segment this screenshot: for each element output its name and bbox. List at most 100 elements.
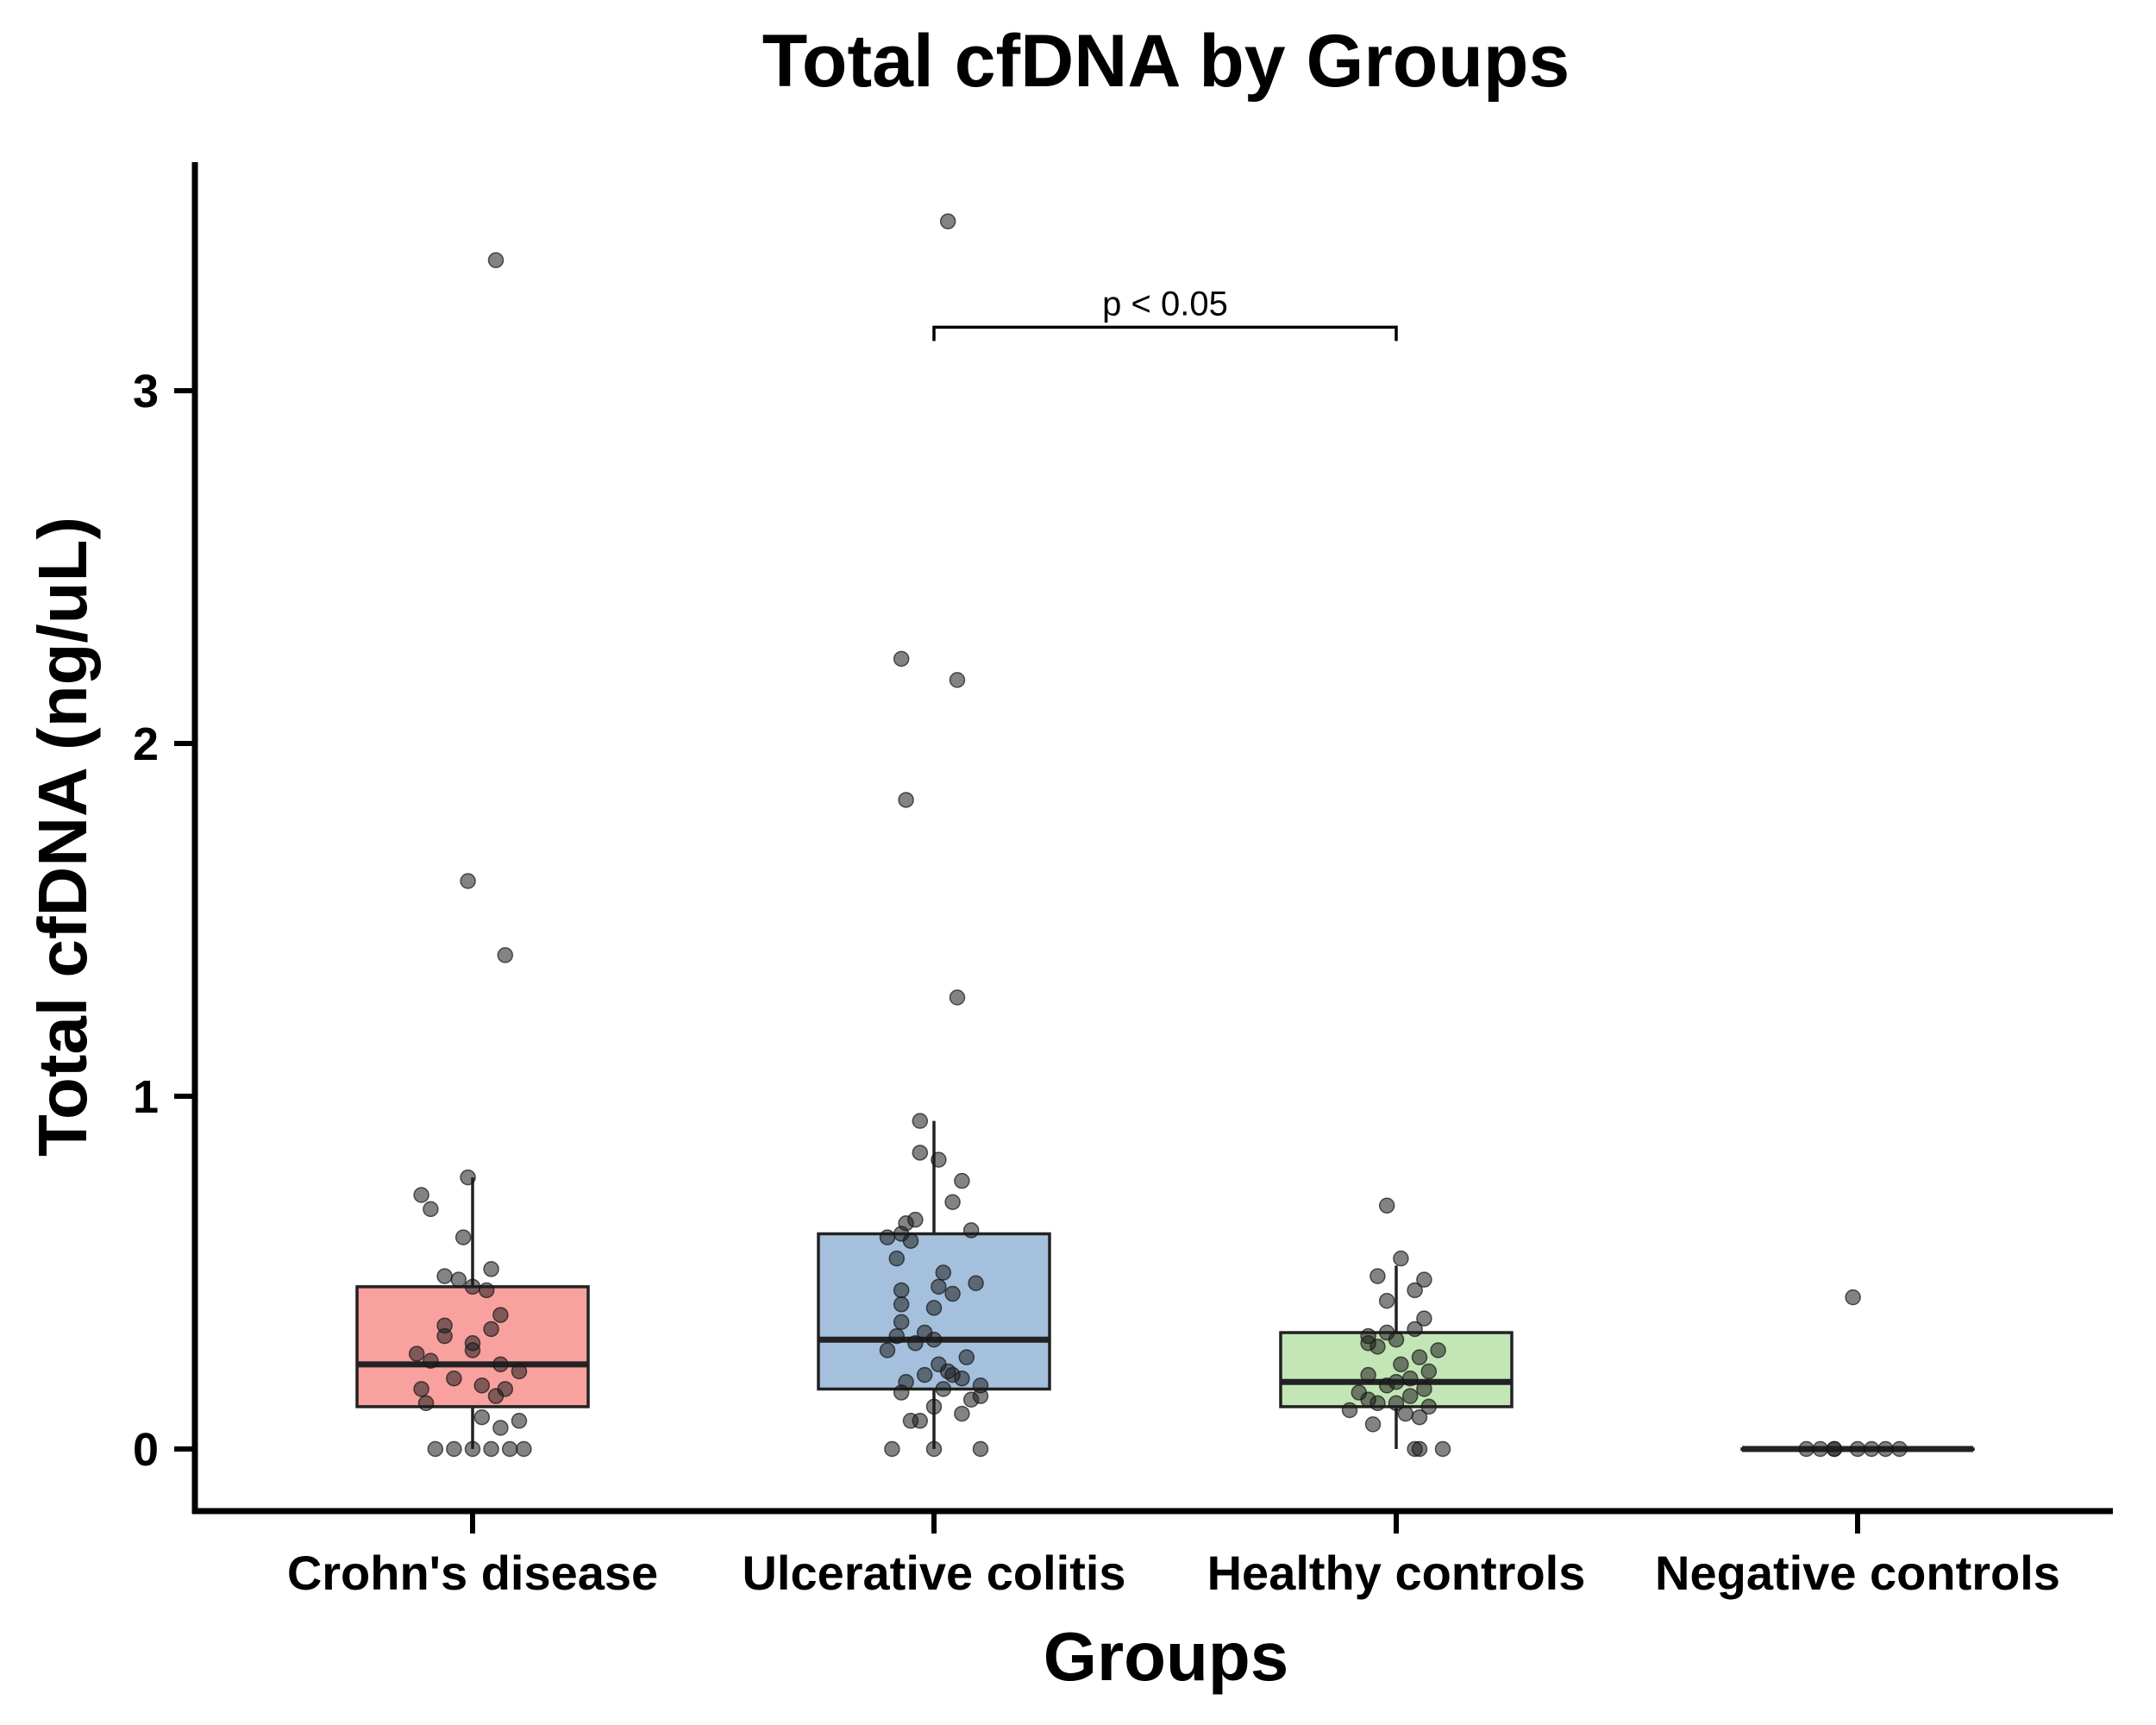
data-point <box>888 1250 906 1267</box>
x-tick-label: Healthy controls <box>1207 1546 1586 1600</box>
data-point <box>1798 1440 1814 1458</box>
data-point <box>954 1172 970 1189</box>
points-group <box>879 213 989 1458</box>
data-point <box>1393 1356 1409 1373</box>
data-point <box>460 1169 476 1186</box>
data-point <box>879 1229 896 1245</box>
data-point <box>478 1282 495 1299</box>
data-point <box>511 1413 528 1429</box>
data-point <box>1420 1398 1438 1415</box>
data-point <box>968 1275 984 1292</box>
box-group <box>1279 1265 1514 1449</box>
data-point <box>473 1377 491 1394</box>
bracket-line <box>932 325 1398 342</box>
data-point <box>972 1440 989 1458</box>
data-point <box>907 1211 924 1228</box>
data-point <box>487 252 505 268</box>
data-point <box>1430 1342 1446 1358</box>
data-point <box>954 1405 970 1422</box>
data-point <box>907 1335 924 1352</box>
chart-title: Total cfDNA by Groups <box>762 20 1570 103</box>
data-point <box>1378 1324 1395 1341</box>
data-point <box>912 1145 929 1161</box>
x-tick-label: Negative controls <box>1655 1546 2060 1600</box>
data-point <box>879 1342 896 1358</box>
data-point <box>1849 1440 1866 1458</box>
data-point <box>483 1320 499 1338</box>
significance-label: p < 0.05 <box>1102 285 1228 323</box>
data-point <box>464 1278 481 1295</box>
data-point <box>483 1440 499 1458</box>
data-point <box>450 1271 467 1288</box>
data-point <box>935 1381 952 1397</box>
data-point <box>925 1398 943 1415</box>
y-tick-label: 3 <box>133 366 159 417</box>
box-group <box>355 1177 590 1449</box>
data-point <box>1434 1440 1451 1458</box>
data-point <box>501 1440 518 1458</box>
data-point <box>898 1374 914 1390</box>
x-tick-label: Ulcerative colitis <box>742 1546 1125 1600</box>
data-point <box>460 873 476 889</box>
data-point <box>958 1349 975 1365</box>
data-point <box>446 1370 462 1387</box>
data-point <box>1863 1440 1880 1458</box>
data-point <box>497 1381 514 1397</box>
data-point <box>1360 1327 1376 1345</box>
data-point <box>912 1113 929 1129</box>
data-point <box>1388 1374 1405 1390</box>
data-point <box>413 1381 429 1397</box>
data-point <box>1812 1440 1829 1458</box>
points-group <box>408 252 532 1458</box>
data-point <box>893 650 910 668</box>
data-point <box>949 672 966 688</box>
data-point <box>898 792 914 808</box>
data-point <box>1411 1349 1428 1365</box>
data-point <box>473 1408 491 1426</box>
data-point <box>492 1420 509 1436</box>
data-point <box>464 1335 481 1352</box>
data-point <box>492 1356 509 1373</box>
significance-bracket: p < 0.05 <box>932 285 1398 342</box>
data-point <box>427 1440 444 1458</box>
y-axis-title: Total cfDNA (ng/uL) <box>24 517 101 1157</box>
data-point <box>1388 1395 1405 1412</box>
data-point <box>931 1278 947 1295</box>
data-point <box>436 1317 453 1334</box>
data-point <box>1401 1388 1419 1404</box>
data-point <box>944 1194 961 1210</box>
data-point <box>492 1307 509 1323</box>
data-point <box>884 1440 900 1458</box>
x-axis-title: Groups <box>1044 1618 1288 1695</box>
y-tick-label: 2 <box>133 718 159 770</box>
data-point <box>497 947 514 963</box>
data-point <box>1826 1440 1843 1458</box>
data-point <box>888 1327 906 1345</box>
points-group <box>1341 1197 1451 1458</box>
data-point <box>893 1296 910 1313</box>
data-point <box>408 1346 425 1362</box>
x-tick-label: Crohn's disease <box>287 1546 658 1600</box>
data-point <box>893 1314 910 1331</box>
data-point <box>454 1229 472 1245</box>
data-point <box>1393 1250 1409 1267</box>
data-point <box>1407 1320 1423 1338</box>
data-point <box>446 1440 462 1458</box>
data-point <box>1416 1310 1432 1327</box>
data-point <box>1411 1440 1428 1458</box>
data-point <box>962 1222 980 1239</box>
points-group <box>1798 1289 1908 1458</box>
data-point <box>1401 1370 1419 1387</box>
y-tick-label: 0 <box>133 1424 159 1476</box>
data-point <box>1420 1363 1438 1380</box>
data-point <box>417 1395 435 1412</box>
data-point <box>483 1261 499 1277</box>
data-point <box>1378 1292 1395 1309</box>
data-point <box>949 989 966 1006</box>
data-point <box>1845 1289 1861 1306</box>
data-point <box>464 1440 481 1458</box>
data-point <box>423 1201 439 1218</box>
data-point <box>1351 1384 1368 1401</box>
data-point <box>516 1440 532 1458</box>
